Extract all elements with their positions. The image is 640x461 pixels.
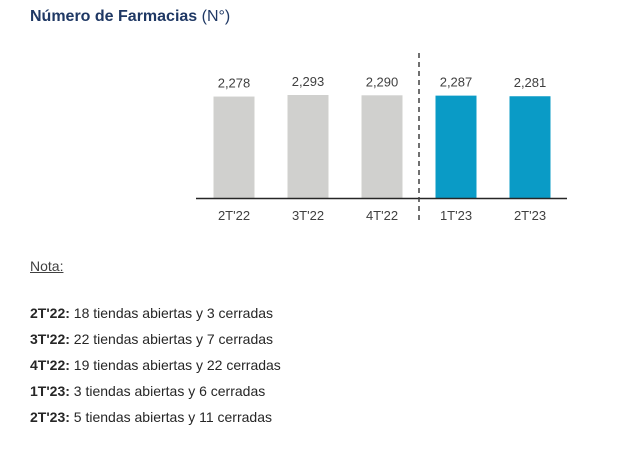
- note-item-label: 3T'22:: [30, 331, 70, 347]
- bar-value-label: 2,281: [514, 75, 547, 90]
- bar: [361, 95, 403, 198]
- note-item-label: 1T'23:: [30, 383, 70, 399]
- x-tick-label: 2T'23: [514, 208, 546, 223]
- note-item-text: 19 tiendas abiertas y 22 cerradas: [69, 357, 281, 373]
- x-tick-label: 2T'22: [218, 208, 250, 223]
- note-item-text: 5 tiendas abiertas y 11 cerradas: [69, 409, 272, 425]
- bar-value-label: 2,290: [366, 74, 399, 89]
- note-item-text: 18 tiendas abiertas y 3 cerradas: [69, 305, 274, 321]
- note-item-label: 2T'23:: [30, 409, 70, 425]
- note-item-text: 22 tiendas abiertas y 7 cerradas: [69, 331, 274, 347]
- note-item: 4T'22: 19 tiendas abiertas y 22 cerradas: [30, 356, 281, 382]
- note-list: 2T'22: 18 tiendas abiertas y 3 cerradas …: [30, 304, 281, 434]
- note-item-text: 3 tiendas abiertas y 6 cerradas: [69, 383, 266, 399]
- note-item: 3T'22: 22 tiendas abiertas y 7 cerradas: [30, 330, 281, 356]
- bar-value-label: 2,278: [218, 76, 251, 91]
- note-item: 2T'23: 5 tiendas abiertas y 11 cerradas: [30, 408, 281, 434]
- note-heading: Nota:: [30, 258, 64, 274]
- bar-value-label: 2,287: [440, 75, 473, 90]
- bar: [509, 96, 551, 198]
- note-item: 2T'22: 18 tiendas abiertas y 3 cerradas: [30, 304, 281, 330]
- x-tick-label: 1T'23: [440, 208, 472, 223]
- note-item-label: 2T'22:: [30, 305, 70, 321]
- note-item-label: 4T'22:: [30, 357, 70, 373]
- bar-value-label: 2,293: [292, 74, 325, 89]
- x-tick-label: 4T'22: [366, 208, 398, 223]
- bar-chart: 2,278 2T'22 2,293 3T'22 2,290 4T'22 2,287 1T'23…: [196, 53, 567, 224]
- bar: [213, 96, 255, 198]
- chart-title-main: Número de Farmacias: [30, 8, 198, 25]
- chart-title: Número de Farmacias (N°): [30, 8, 230, 26]
- chart-title-unit: (N°): [201, 8, 231, 25]
- bar: [287, 95, 329, 198]
- x-tick-label: 3T'22: [292, 208, 324, 223]
- note-item: 1T'23: 3 tiendas abiertas y 6 cerradas: [30, 382, 281, 408]
- bar: [435, 95, 477, 198]
